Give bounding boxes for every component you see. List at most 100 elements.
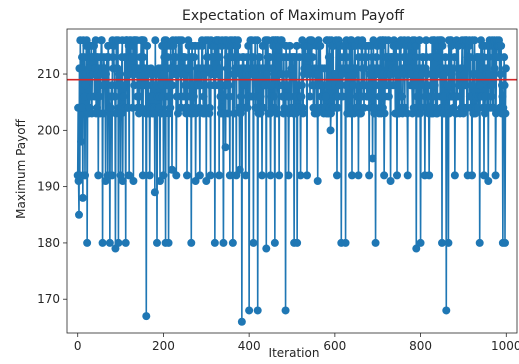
data-point <box>313 177 322 185</box>
data-point <box>494 53 503 62</box>
data-point <box>80 92 89 101</box>
data-point <box>295 53 304 62</box>
data-point <box>195 103 204 112</box>
data-point <box>224 81 233 90</box>
data-point <box>215 171 224 180</box>
data-point <box>413 92 422 101</box>
data-point <box>475 238 484 247</box>
data-point <box>305 64 314 73</box>
data-point <box>480 171 488 180</box>
data-point <box>108 53 117 62</box>
data-point <box>312 109 321 118</box>
data-point <box>144 81 152 90</box>
data-point <box>281 306 290 315</box>
x-tick-label: 200 <box>152 339 175 353</box>
data-point <box>365 171 374 180</box>
data-point <box>168 81 177 90</box>
data-point <box>306 92 314 101</box>
data-point <box>223 64 232 73</box>
data-point <box>307 36 316 45</box>
data-point <box>241 171 250 180</box>
data-point <box>77 137 86 146</box>
data-point <box>335 81 344 90</box>
y-axis: 170 180 190 200 210 <box>37 67 67 306</box>
data-point <box>153 238 161 247</box>
data-point <box>139 53 148 62</box>
data-point <box>498 92 507 101</box>
data-point <box>199 92 208 101</box>
data-point <box>380 171 389 180</box>
data-point <box>380 109 389 118</box>
data-point <box>433 109 442 118</box>
data-point <box>490 64 499 73</box>
data-point <box>438 238 446 247</box>
data-point <box>253 306 262 315</box>
data-point <box>225 92 234 101</box>
data-point <box>267 64 276 73</box>
data-point <box>500 53 509 62</box>
data-point <box>348 171 356 180</box>
data-point <box>321 92 330 101</box>
data-point <box>296 171 305 180</box>
data-point <box>326 53 335 62</box>
data-point <box>308 53 317 62</box>
data-point <box>172 171 181 180</box>
data-point <box>81 171 89 180</box>
data-point <box>191 177 200 185</box>
data-point <box>235 165 244 174</box>
data-point <box>107 81 116 90</box>
data-point <box>163 53 172 62</box>
data-point <box>259 103 268 112</box>
data-point <box>80 53 89 62</box>
data-point <box>333 103 342 112</box>
data-point <box>487 81 496 90</box>
data-point <box>99 81 107 90</box>
data-point <box>116 70 125 79</box>
data-point <box>303 171 311 180</box>
data-point <box>256 92 265 101</box>
data-point <box>484 177 493 185</box>
data-point <box>384 36 393 45</box>
x-axis-label: Iteration <box>269 346 320 360</box>
data-point <box>102 64 111 73</box>
data-point <box>461 81 470 90</box>
data-point <box>416 238 425 247</box>
data-point <box>180 92 188 101</box>
data-point <box>105 238 114 247</box>
data-point <box>114 238 123 247</box>
data-point <box>393 171 401 180</box>
data-point <box>389 81 398 90</box>
data-point <box>237 317 246 326</box>
data-point <box>195 171 204 180</box>
data-point <box>442 64 451 73</box>
data-point <box>265 53 274 62</box>
data-point <box>108 171 116 180</box>
data-point <box>135 92 144 101</box>
data-point <box>285 41 294 50</box>
data-point <box>253 36 262 45</box>
data-point <box>496 70 505 79</box>
data-point <box>445 109 454 118</box>
data-point <box>411 53 420 62</box>
data-point <box>183 64 192 73</box>
data-point <box>412 244 421 253</box>
data-point <box>447 41 456 50</box>
data-point <box>354 53 363 62</box>
data-point <box>341 238 350 247</box>
y-tick-label: 210 <box>37 67 60 81</box>
data-point <box>342 53 351 62</box>
y-tick-label: 180 <box>37 236 60 250</box>
data-point <box>125 171 134 180</box>
data-point <box>283 81 292 90</box>
data-point <box>249 53 257 62</box>
data-point <box>129 177 138 185</box>
data-point <box>138 171 147 180</box>
data-point <box>297 92 306 101</box>
data-point <box>466 53 475 62</box>
data-point <box>78 103 87 112</box>
data-point <box>216 64 224 73</box>
data-point <box>349 81 358 90</box>
payoff-markers <box>73 36 510 326</box>
data-point <box>331 70 340 79</box>
data-point <box>119 92 128 101</box>
